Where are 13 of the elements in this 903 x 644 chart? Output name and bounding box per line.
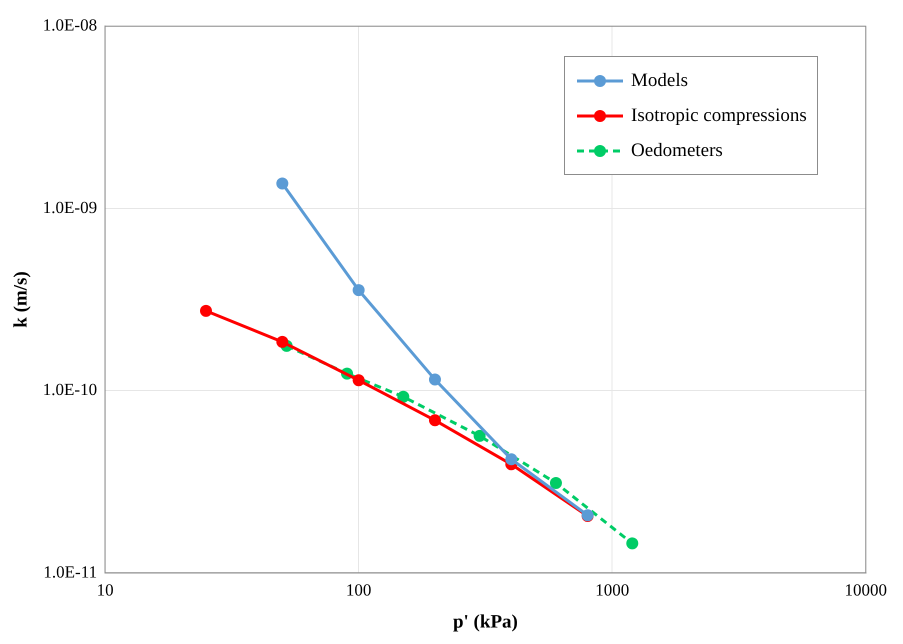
y-axis-title: k (m/s) bbox=[10, 271, 32, 328]
legend-label: Isotropic compressions bbox=[631, 104, 807, 127]
x-tick-label: 100 bbox=[346, 580, 372, 600]
x-tick-label: 10 bbox=[96, 580, 114, 600]
y-tick-label: 1.0E-10 bbox=[42, 380, 98, 400]
x-tick-label: 10000 bbox=[844, 580, 887, 600]
legend-label: Models bbox=[631, 70, 688, 92]
legend-label: Oedometers bbox=[631, 140, 723, 162]
x-axis-title: p' (kPa) bbox=[452, 612, 518, 633]
x-tick-label: 1000 bbox=[595, 580, 630, 600]
y-tick-label: 1.0E-09 bbox=[42, 198, 98, 217]
y-tick-label: 1.0E-11 bbox=[43, 562, 98, 582]
y-tick-label: 1.0E-08 bbox=[42, 16, 98, 35]
